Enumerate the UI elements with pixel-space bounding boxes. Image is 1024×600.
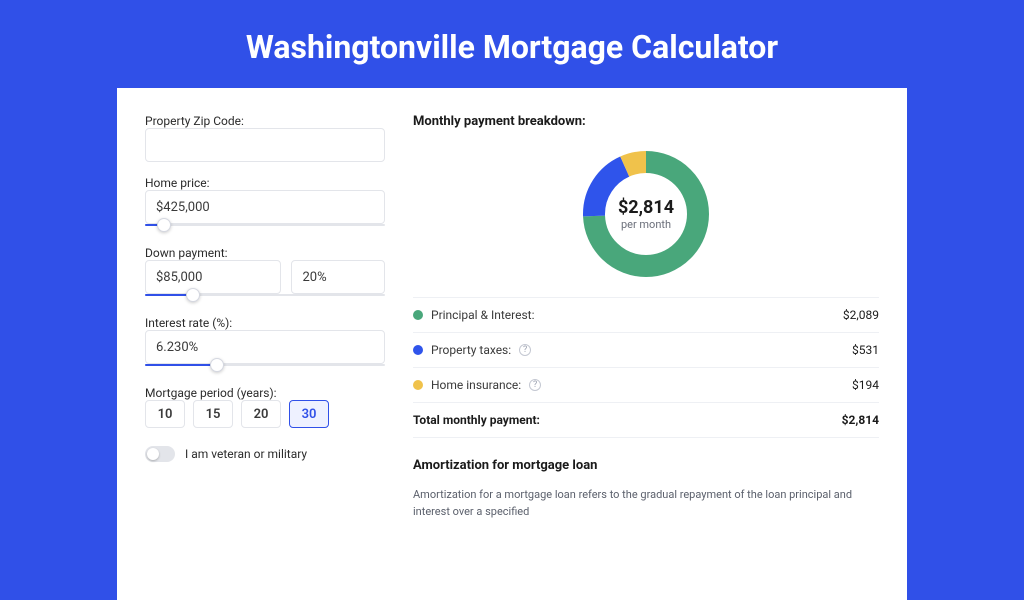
veteran-toggle[interactable] [145,446,175,462]
breakdown-panel: Monthly payment breakdown: $2,814 per mo… [413,114,879,600]
page-title: Washingtonville Mortgage Calculator [0,0,1024,88]
legend-dot [413,380,423,390]
total-value: $2,814 [842,413,879,427]
legend-row-property_taxes: Property taxes:? $531 [413,333,879,368]
legend-value: $194 [852,378,879,392]
amortization-title: Amortization for mortgage loan [413,458,879,473]
donut-center-amount: $2,814 [618,197,674,218]
legend-label: Principal & Interest: [431,308,535,322]
legend-dot [413,310,423,320]
info-icon[interactable]: ? [529,379,541,391]
zip-input[interactable] [145,128,385,162]
period-option-30[interactable]: 30 [289,400,329,428]
home-price-group: Home price: [145,176,385,232]
legend-value: $531 [852,343,879,357]
zip-field-group: Property Zip Code: [145,114,385,162]
donut-center-label: per month [621,218,671,231]
interest-rate-group: Interest rate (%): [145,316,385,372]
period-label: Mortgage period (years): [145,386,385,400]
legend-value: $2,089 [843,308,879,322]
zip-label: Property Zip Code: [145,114,385,128]
interest-rate-label: Interest rate (%): [145,316,385,330]
veteran-row: I am veteran or military [145,446,385,462]
period-option-15[interactable]: 15 [193,400,233,428]
period-segmented: 10 15 20 30 [145,400,385,428]
legend-dot [413,345,423,355]
legend-row-home_insurance: Home insurance:? $194 [413,368,879,403]
legend-row-total: Total monthly payment: $2,814 [413,403,879,438]
form-panel: Property Zip Code: Home price: Down paym… [145,114,385,600]
interest-rate-slider[interactable] [145,358,385,372]
home-price-label: Home price: [145,176,385,190]
legend-label: Property taxes: [431,343,511,357]
breakdown-legend: Principal & Interest: $2,089 Property taxe… [413,297,879,438]
breakdown-title: Monthly payment breakdown: [413,114,879,129]
down-payment-label: Down payment: [145,246,385,260]
amortization-text: Amortization for a mortgage loan refers … [413,487,879,520]
legend-row-principal_interest: Principal & Interest: $2,089 [413,298,879,333]
down-payment-slider[interactable] [145,288,385,302]
home-price-slider[interactable] [145,218,385,232]
down-payment-group: Down payment: [145,246,385,302]
total-label: Total monthly payment: [413,413,540,427]
period-option-10[interactable]: 10 [145,400,185,428]
donut-chart: $2,814 per month [413,143,879,283]
veteran-label: I am veteran or military [185,447,307,461]
period-group: Mortgage period (years): 10 15 20 30 [145,386,385,428]
calculator-card: Property Zip Code: Home price: Down paym… [117,88,907,600]
legend-label: Home insurance: [431,378,521,392]
period-option-20[interactable]: 20 [241,400,281,428]
info-icon[interactable]: ? [519,344,531,356]
